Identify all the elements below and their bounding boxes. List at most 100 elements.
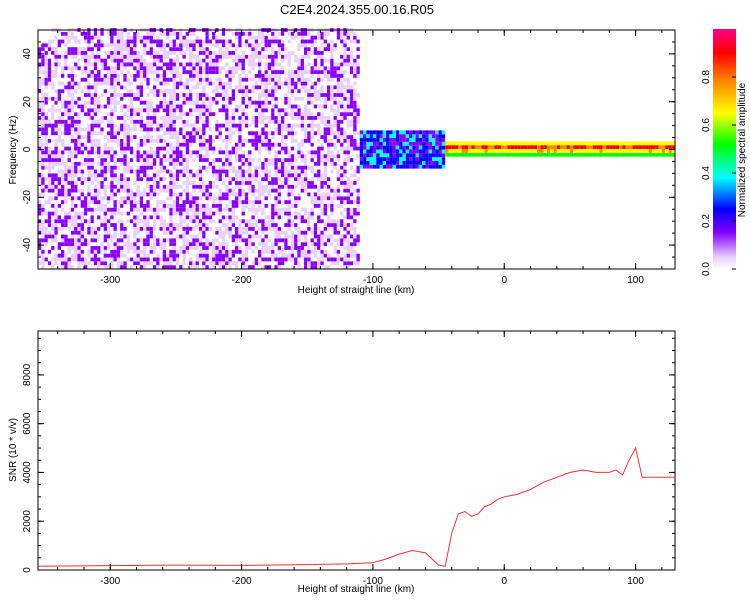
heatmap-cell — [159, 257, 163, 262]
heatmap-cell — [241, 47, 245, 52]
heatmap-cell — [146, 219, 150, 224]
heatmap-cell — [64, 192, 68, 197]
heatmap-cell — [280, 230, 285, 235]
heatmap-cell — [238, 188, 242, 193]
heatmap-cell — [638, 145, 643, 150]
heatmap-cell — [120, 138, 124, 143]
heatmap-cell — [212, 242, 216, 247]
heatmap-cell — [333, 47, 337, 52]
heatmap-cell — [235, 196, 239, 201]
heatmap-cell — [123, 62, 127, 67]
heatmap-cell — [343, 58, 347, 63]
heatmap-cell — [346, 62, 350, 67]
heatmap-cell — [379, 145, 383, 150]
heatmap-cell — [83, 127, 88, 132]
heatmap-cell — [47, 211, 52, 216]
heatmap-cell — [471, 145, 475, 150]
heatmap-cell — [264, 181, 268, 185]
heatmap-cell — [261, 100, 265, 105]
heatmap-cell — [192, 173, 196, 178]
heatmap-cell — [300, 39, 304, 44]
heatmap-cell — [310, 165, 314, 170]
heatmap-cell — [110, 261, 114, 266]
heatmap-cell — [87, 161, 91, 166]
heatmap-cell — [198, 177, 203, 182]
heatmap-cell — [290, 35, 295, 40]
heatmap-cell — [110, 100, 114, 105]
heatmap-cell — [294, 242, 298, 247]
heatmap-cell — [349, 238, 354, 243]
heatmap-cell — [51, 196, 55, 201]
heatmap-cell — [320, 85, 324, 90]
heatmap-cell — [189, 242, 193, 247]
heatmap-cell — [523, 145, 528, 150]
heatmap-cell — [195, 70, 199, 74]
heatmap-cell — [235, 108, 239, 113]
heatmap-cell — [103, 253, 107, 258]
heatmap-cell — [372, 145, 377, 150]
heatmap-cell — [116, 66, 121, 71]
heatmap-cell — [54, 177, 58, 182]
colorbar-gradient — [713, 29, 736, 269]
heatmap-cell — [90, 161, 94, 166]
heatmap-cell — [215, 196, 219, 201]
heatmap-cell — [139, 142, 144, 147]
heatmap-cell — [323, 47, 327, 52]
heatmap-cell — [287, 253, 291, 258]
heatmap-cell — [110, 211, 114, 216]
heatmap-cell — [494, 152, 498, 157]
heatmap-cell — [202, 142, 206, 147]
heatmap-cell — [428, 130, 433, 135]
heatmap-cell — [205, 257, 209, 262]
heatmap-cell — [123, 226, 127, 231]
heatmap-cell — [356, 257, 360, 262]
heatmap-cell — [192, 211, 196, 216]
heatmap-cell — [303, 200, 308, 204]
heatmap-cell — [93, 257, 98, 262]
heatmap-cell — [592, 145, 597, 150]
heatmap-cell — [274, 238, 278, 243]
heatmap-cell — [251, 43, 255, 48]
heatmap-cell — [182, 66, 186, 71]
heatmap-cell — [70, 203, 75, 208]
heatmap-cell — [271, 112, 275, 117]
heatmap-cell — [248, 161, 252, 166]
heatmap-cell — [179, 203, 183, 208]
heatmap-cell — [189, 96, 193, 101]
heatmap-cell — [218, 47, 222, 52]
heatmap-cell — [126, 165, 130, 170]
heatmap-cell — [415, 157, 419, 161]
heatmap-cell — [560, 141, 564, 146]
heatmap-cell — [481, 141, 485, 146]
heatmap-cell — [120, 196, 124, 201]
heatmap-cell — [563, 141, 567, 146]
heatmap-cell — [310, 242, 314, 247]
heatmap-cell — [251, 184, 255, 189]
heatmap-cell — [517, 149, 521, 153]
heatmap-cell — [264, 93, 268, 97]
heatmap-cell — [415, 141, 419, 146]
heatmap-cell — [323, 211, 327, 216]
heatmap-cell — [441, 153, 446, 158]
heatmap-cell — [349, 223, 354, 227]
heatmap-cell — [300, 119, 304, 124]
heatmap-cell — [546, 141, 551, 146]
heatmap-cell — [297, 261, 301, 266]
heatmap-cell — [225, 146, 229, 151]
heatmap-cell — [123, 93, 127, 97]
heatmap-cell — [330, 138, 334, 143]
heatmap-cell — [238, 77, 242, 82]
heatmap-cell — [54, 108, 58, 113]
heatmap-cell — [146, 35, 150, 40]
heatmap-cell — [225, 161, 229, 166]
heatmap-cell — [205, 138, 209, 143]
heatmap-cell — [235, 31, 239, 36]
heatmap-cell — [80, 161, 84, 166]
heatmap-cell — [133, 223, 137, 227]
heatmap-cell — [175, 154, 180, 159]
heatmap-cell — [41, 192, 45, 197]
heatmap-cell — [146, 51, 150, 55]
heatmap-cell — [97, 150, 101, 155]
heatmap-cell — [349, 93, 354, 97]
heatmap-cell — [212, 261, 216, 266]
